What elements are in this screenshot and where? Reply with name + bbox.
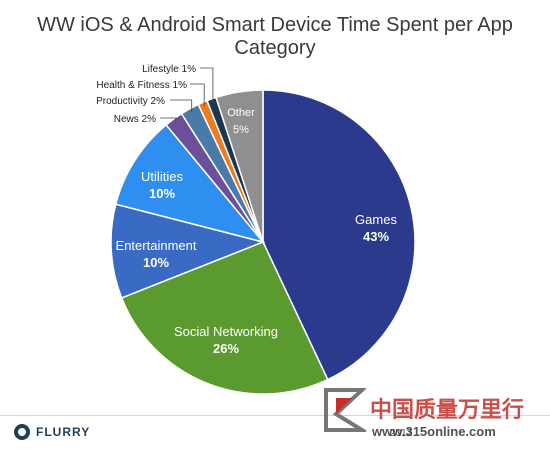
watermark-logo-icon [324,388,366,432]
slice-label-health-fitness: Health & Fitness 1% [96,80,187,91]
slice-value-games: 43% [363,229,389,244]
watermark-url: www.315online.com [372,424,496,439]
slice-label-social-networking: Social Networking [174,324,278,339]
pie-slice-entertainment [110,203,266,299]
flurry-logo-icon [14,424,30,440]
chart-title: WW iOS & Android Smart Device Time Spent… [37,14,513,59]
footer-divider [0,415,550,416]
footer-logo: FLURRY [14,424,90,440]
leader-line-productivity [170,99,193,113]
slice-value-other: 5% [233,124,249,136]
slice-label-lifestyle: Lifestyle 1% [142,64,196,75]
slice-value-entertainment: 10% [143,255,169,270]
pie-slice-other [215,89,264,243]
footer-brand: FLURRY [36,425,91,439]
pie-slice-social-networking [120,241,329,395]
watermark-text: 中国质量万里行 [370,397,525,423]
slice-label-productivity: Productivity 2% [96,96,165,107]
slice-label-utilities: Utilities [141,169,183,184]
leader-line-news [160,117,177,123]
slice-label-games: Games [355,212,397,227]
slice-label-entertainment: Entertainment [116,238,197,253]
leader-line-lifestyle [200,67,214,103]
slice-value-utilities: 10% [149,186,175,201]
slice-label-other: Other [227,107,255,119]
slice-label-news: News 2% [114,114,156,125]
pie-slice-games [262,89,416,381]
leader-line-health-fitness [190,83,205,107]
footer-note: 2012 [390,428,413,439]
pie-slice-utilities [114,123,266,244]
slice-value-social-networking: 26% [213,341,239,356]
